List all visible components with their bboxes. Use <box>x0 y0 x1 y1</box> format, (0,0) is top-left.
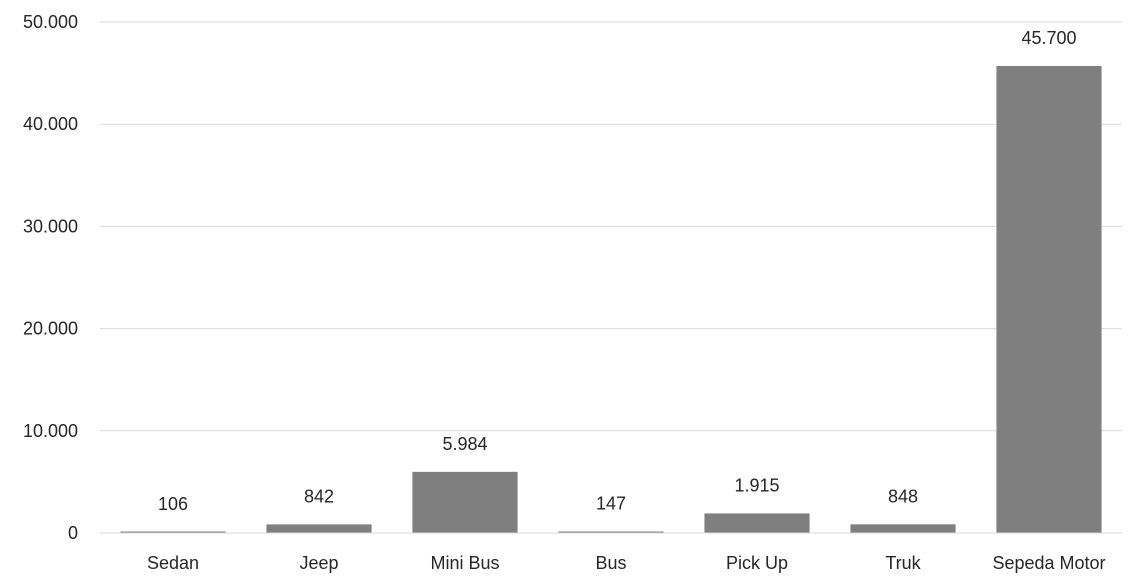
data-label: 848 <box>888 486 918 506</box>
category-label: Sepeda Motor <box>992 553 1105 573</box>
bar <box>412 471 518 533</box>
data-label-background <box>429 432 501 457</box>
data-label: 106 <box>158 494 188 514</box>
data-label-background <box>867 485 939 510</box>
gridlines <box>100 21 1122 432</box>
data-labels: 106 842 5.984 147 1.915 848 45.700 <box>137 26 1085 517</box>
category-label: Mini Bus <box>430 553 499 573</box>
data-label-background <box>137 492 209 517</box>
data-label-background <box>283 485 355 510</box>
data-label-background <box>575 492 647 517</box>
bar <box>850 524 956 533</box>
data-label: 147 <box>596 493 626 513</box>
data-label: 45.700 <box>1021 28 1076 48</box>
bar <box>120 531 226 533</box>
category-label: Bus <box>595 553 626 573</box>
category-label: Jeep <box>299 553 338 573</box>
bar <box>704 513 810 533</box>
data-label-background <box>1013 26 1085 51</box>
bar <box>558 531 664 533</box>
y-tick-label: 0 <box>68 523 78 543</box>
data-label: 842 <box>304 486 334 506</box>
y-tick-label: 30.000 <box>23 216 78 236</box>
data-label-background <box>721 474 793 499</box>
y-axis-tick-labels: 0 10.000 20.000 30.000 40.000 50.000 <box>23 12 78 543</box>
y-tick-label: 10.000 <box>23 421 78 441</box>
data-label: 5.984 <box>442 434 487 454</box>
y-tick-label: 20.000 <box>23 319 78 339</box>
y-tick-label: 40.000 <box>23 114 78 134</box>
category-label: Truk <box>885 553 921 573</box>
category-label: Pick Up <box>726 553 788 573</box>
bars <box>120 65 1102 534</box>
category-label: Sedan <box>147 553 199 573</box>
x-axis-category-labels: Sedan Jeep Mini Bus Bus Pick Up Truk Sepeda Mo… <box>147 553 1106 573</box>
data-label: 1.915 <box>734 475 779 495</box>
y-tick-label: 50.000 <box>23 12 78 32</box>
bar <box>996 65 1102 534</box>
bar <box>266 524 372 533</box>
